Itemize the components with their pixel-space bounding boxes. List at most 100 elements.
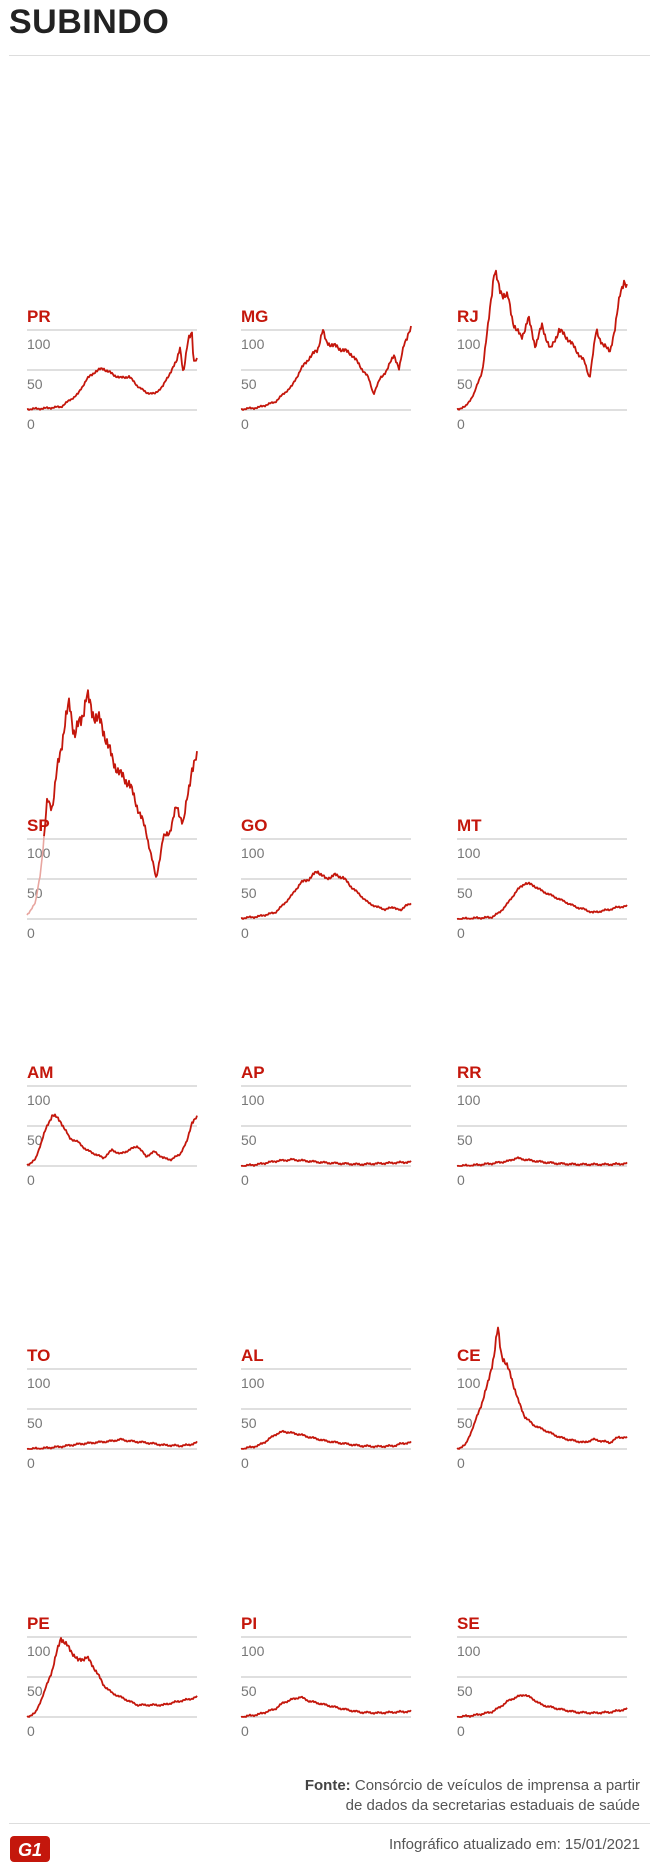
tick-label-0: 0 [27,416,35,432]
series-line [26,1437,198,1450]
tick-label-100: 100 [241,845,265,861]
updated-label: Infográfico atualizado em: [388,1836,561,1853]
tick-label-100: 100 [457,1092,481,1108]
series-line [240,325,412,411]
tick-label-50: 50 [457,1132,473,1148]
series-line [26,1637,198,1718]
chart-al: 0 50 100 AL [240,1346,412,1471]
series-line [240,1157,412,1167]
chart-ce: 0 50 100 CE [456,1326,628,1471]
state-label: RJ [457,307,479,326]
tick-label-50: 50 [457,885,473,901]
tick-label-100: 100 [241,336,265,352]
chart-mt: 0 50 100 MT [456,816,628,941]
series-line [456,881,628,920]
tick-label-0: 0 [457,1172,465,1188]
tick-label-100: 100 [457,1643,481,1659]
chart-rr: 0 50 100 RR [456,1063,628,1188]
chart-go: 0 50 100 GO [240,816,412,941]
state-label: MG [241,307,268,326]
series-line [26,331,198,411]
tick-label-0: 0 [27,1723,35,1739]
source-label: Fonte: [304,1777,351,1794]
tick-label-100: 100 [457,845,481,861]
chart-am: 0 50 100 AM [26,1063,198,1188]
tick-label-50: 50 [27,376,43,392]
series-line [456,1156,628,1167]
state-label: AL [241,1346,264,1365]
tick-label-100: 100 [27,1643,51,1659]
state-label: TO [27,1346,50,1365]
series-line [456,1326,628,1450]
tick-label-50: 50 [241,1415,257,1431]
tick-label-0: 0 [457,1455,465,1471]
tick-label-100: 100 [241,1375,265,1391]
chart-pr: 0 50 100 PR [26,307,198,432]
tick-label-0: 0 [241,1172,249,1188]
state-label: AP [241,1063,265,1082]
tick-label-0: 0 [27,1172,35,1188]
tick-label-50: 50 [27,1132,43,1148]
series-line-early [26,836,45,916]
tick-label-0: 0 [457,416,465,432]
tick-label-50: 50 [457,1683,473,1699]
tick-label-100: 100 [27,1375,51,1391]
tick-label-100: 100 [27,1092,51,1108]
tick-label-50: 50 [241,885,257,901]
series-line [240,1429,412,1450]
tick-label-0: 0 [27,925,35,941]
series-line [26,1113,198,1166]
tick-label-50: 50 [27,885,43,901]
tick-label-100: 100 [457,336,481,352]
footer-divider [9,1823,650,1824]
tick-label-100: 100 [27,336,51,352]
page-title: SUBINDO [9,3,170,41]
tick-label-50: 50 [241,1132,257,1148]
updated-note: Infográfico atualizado em: 15/01/2021 [389,1836,640,1853]
tick-label-0: 0 [457,925,465,941]
chart-ap: 0 50 100 AP [240,1063,412,1188]
tick-label-50: 50 [27,1683,43,1699]
chart-to: 0 50 100 TO [26,1346,198,1471]
tick-label-50: 50 [457,376,473,392]
tick-label-50: 50 [241,376,257,392]
tick-label-100: 100 [241,1643,265,1659]
series-line [456,1694,628,1718]
tick-label-50: 50 [27,1415,43,1431]
tick-label-50: 50 [241,1683,257,1699]
chart-se: 0 50 100 SE [456,1614,628,1739]
tick-label-0: 0 [27,1455,35,1471]
state-label: AM [27,1063,53,1082]
chart-mg: 0 50 100 MG [240,307,412,432]
tick-label-0: 0 [241,925,249,941]
state-label: PE [27,1614,50,1633]
title-divider [9,55,650,56]
tick-label-100: 100 [457,1375,481,1391]
updated-date: 15/01/2021 [564,1836,640,1853]
state-label: PI [241,1614,257,1633]
source-note: Fonte: Consórcio de veículos de imprensa… [140,1776,640,1816]
series-line [43,689,198,878]
logo-text: G1 [18,1840,42,1860]
tick-label-0: 0 [457,1723,465,1739]
tick-label-0: 0 [241,1723,249,1739]
state-label: RR [457,1063,482,1082]
state-label: MT [457,816,482,835]
g1-logo: G1 [10,1836,50,1862]
tick-label-0: 0 [241,1455,249,1471]
chart-rj: 0 50 100 RJ [456,269,628,432]
state-label: GO [241,816,267,835]
series-line [240,870,412,920]
chart-pe: 0 50 100 PE [26,1614,198,1739]
state-label: CE [457,1346,481,1365]
tick-label-100: 100 [27,845,51,861]
state-label: PR [27,307,51,326]
tick-label-50: 50 [457,1415,473,1431]
state-label: SE [457,1614,480,1633]
source-text-line2: de dados da secretarias estaduais de saú… [345,1797,640,1814]
chart-pi: 0 50 100 PI [240,1614,412,1739]
source-text: Consórcio de veículos de imprensa a part… [354,1777,640,1794]
tick-label-0: 0 [241,416,249,432]
